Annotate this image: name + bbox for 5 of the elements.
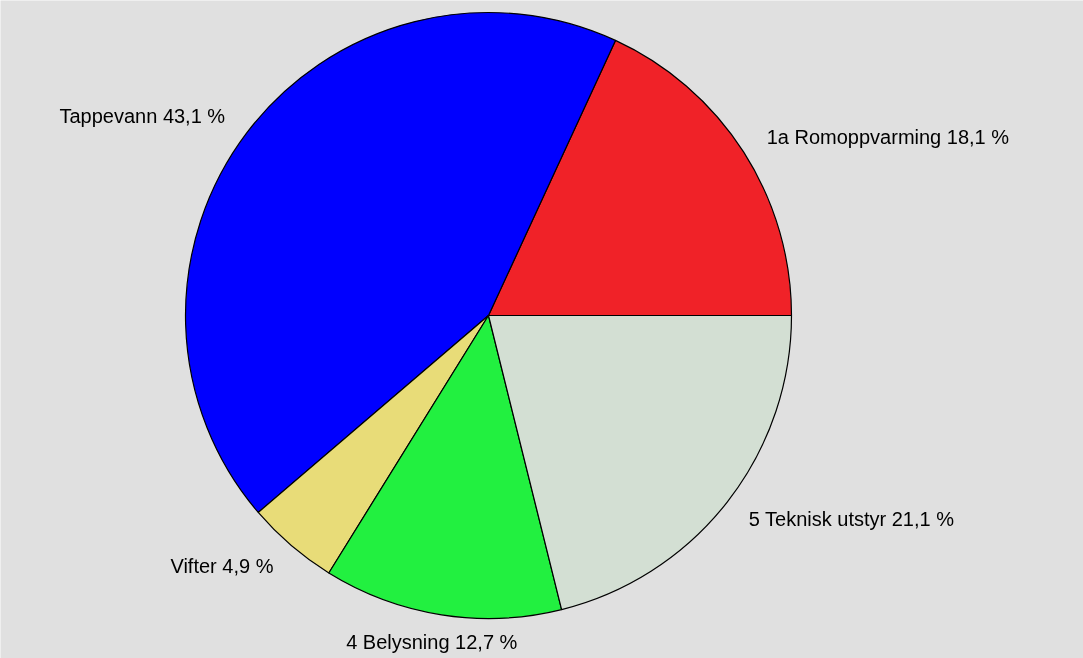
slice-label: 5 Teknisk utstyr 21,1 % [748, 507, 955, 530]
slice-label: Vifter 4,9 % [170, 555, 274, 578]
slice-label: Tappevann 43,1 % [59, 105, 226, 128]
slice-label: 4 Belysning 12,7 % [346, 630, 518, 653]
slice-label: 1a Romoppvarming 18,1 % [766, 126, 1010, 149]
